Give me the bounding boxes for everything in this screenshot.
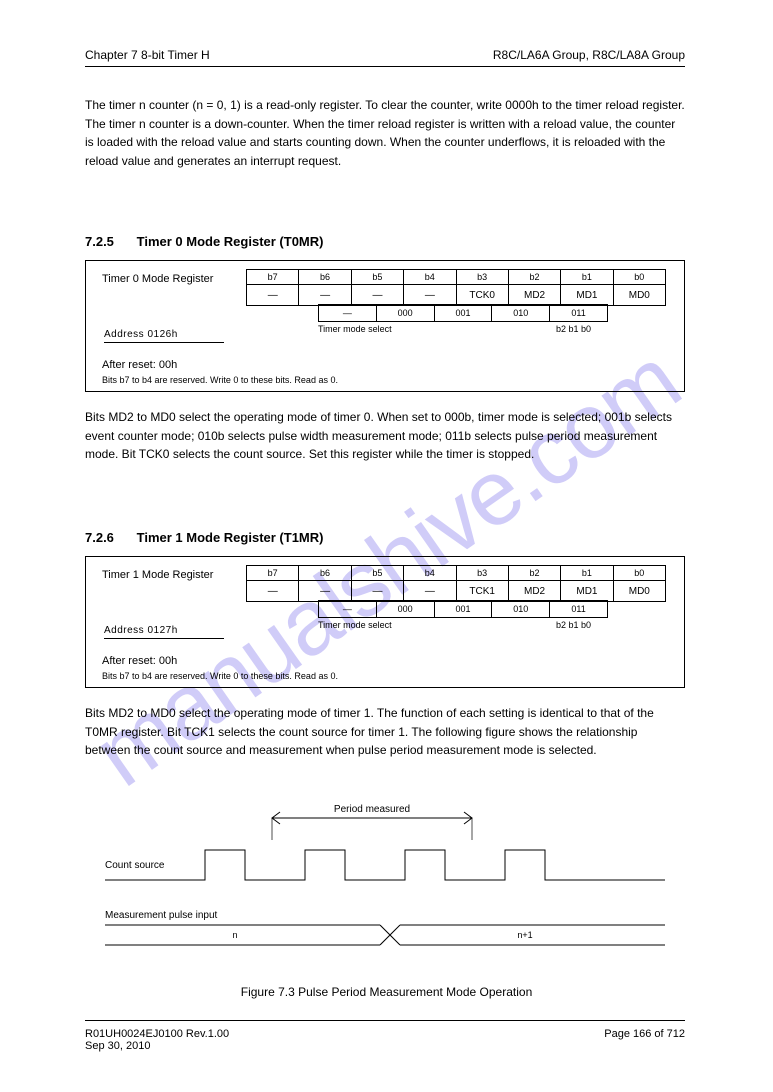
reg1-subcell: —: [319, 305, 377, 322]
reg1-subcell: 011: [550, 305, 608, 322]
section-heading-1: 7.2.5 Timer 0 Mode Register (T0MR): [85, 234, 323, 249]
paragraph-1: The timer n counter (n = 0, 1) is a read…: [85, 96, 685, 170]
reg2-cell: MD1: [561, 581, 613, 602]
reg2-cell: —: [299, 581, 351, 602]
reg1-bitlabel: b6: [299, 270, 351, 285]
footer-docnum: R01UH0024EJ0100 Rev.1.00: [85, 1028, 229, 1040]
reg2-bitlabel: b4: [404, 566, 456, 581]
reg2-subcell: 001: [434, 601, 492, 618]
reg2-address: Address 0127h: [104, 625, 224, 639]
reg1-bit-table: b7 b6 b5 b4 b3 b2 b1 b0 — — — — TCK0 MD2…: [246, 269, 666, 306]
timing-bus-right: n+1: [517, 930, 532, 940]
reg2-subcaption-l: Timer mode select: [318, 620, 392, 630]
reg1-cell: TCK0: [456, 285, 508, 306]
reg1-cell: MD0: [613, 285, 665, 306]
reg1-bitlabel: b5: [351, 270, 403, 285]
figure-caption: Figure 7.3 Pulse Period Measurement Mode…: [0, 985, 773, 999]
reg1-addr-value: Address 0126h: [104, 329, 224, 343]
reg2-subcell: 000: [376, 601, 434, 618]
reg2-bitlabel: b6: [299, 566, 351, 581]
reg2-cell: MD0: [613, 581, 665, 602]
reg1-bitlabel: b4: [404, 270, 456, 285]
paragraph-2: Bits MD2 to MD0 select the operating mod…: [85, 408, 685, 464]
reg1-subcaption-r: b2 b1 b0: [556, 324, 591, 334]
reg1-address: Address 0126h: [104, 329, 224, 343]
section-title-1: Timer 0 Mode Register (T0MR): [137, 234, 324, 249]
reg2-cell: MD2: [508, 581, 560, 602]
reg1-bitlabel: b1: [561, 270, 613, 285]
reg2-bit-table: b7 b6 b5 b4 b3 b2 b1 b0 — — — — TCK1 MD2…: [246, 565, 666, 602]
header-right: R8C/LA6A Group, R8C/LA8A Group: [493, 48, 685, 62]
reg2-name: Timer 1 Mode Register: [102, 569, 213, 581]
reg2-subcaption-r: b2 b1 b0: [556, 620, 591, 630]
paragraph-3: Bits MD2 to MD0 select the operating mod…: [85, 704, 685, 760]
reg2-subcell: —: [319, 601, 377, 618]
timing-label-input: Measurement pulse input: [105, 910, 218, 921]
section-title-2: Timer 1 Mode Register (T1MR): [137, 530, 324, 545]
reg2-bitlabel: b0: [613, 566, 665, 581]
reg2-note: Bits b7 to b4 are reserved. Write 0 to t…: [102, 671, 338, 681]
reg2-subcell: 011: [550, 601, 608, 618]
section-heading-2: 7.2.6 Timer 1 Mode Register (T1MR): [85, 530, 323, 545]
reg2-bitlabel: b5: [351, 566, 403, 581]
reg2-addr-value: Address 0127h: [104, 625, 224, 639]
reg1-cell: MD2: [508, 285, 560, 306]
reg2-reset: After reset: 00h: [102, 655, 177, 667]
reg2-sub-table: — 000 001 010 011: [318, 600, 608, 618]
reg2-subcell: 010: [492, 601, 550, 618]
reg2-bitlabel: b7: [247, 566, 299, 581]
reg1-bitlabel: b7: [247, 270, 299, 285]
reg2-bitlabel: b2: [508, 566, 560, 581]
register-box-2: Timer 1 Mode Register b7 b6 b5 b4 b3 b2 …: [85, 556, 685, 688]
footer-left: R01UH0024EJ0100 Rev.1.00 Sep 30, 2010: [85, 1028, 229, 1052]
register-box-1: Timer 0 Mode Register b7 b6 b5 b4 b3 b2 …: [85, 260, 685, 392]
reg1-subcell: 000: [376, 305, 434, 322]
reg1-subcell: 010: [492, 305, 550, 322]
section-num-2: 7.2.6: [85, 530, 133, 545]
section-num-1: 7.2.5: [85, 234, 133, 249]
reg1-cell: —: [404, 285, 456, 306]
footer-page: Page 166 of 712: [604, 1028, 685, 1040]
reg1-reset: After reset: 00h: [102, 359, 177, 371]
reg2-bitlabel: b3: [456, 566, 508, 581]
reg2-cell: —: [247, 581, 299, 602]
reg1-bitlabel: b3: [456, 270, 508, 285]
reg1-cell: —: [299, 285, 351, 306]
timing-label-period: Period measured: [334, 804, 410, 815]
timing-label-countsrc: Count source: [105, 860, 165, 871]
timing-bus-left: n: [232, 930, 237, 940]
reg1-cell: —: [247, 285, 299, 306]
footer-date: Sep 30, 2010: [85, 1040, 150, 1052]
reg1-cell: —: [351, 285, 403, 306]
rule-bottom: [85, 1020, 685, 1021]
header-product: R8C/LA6A Group, R8C/LA8A Group: [493, 48, 685, 62]
reg1-subcaption-l: Timer mode select: [318, 324, 392, 334]
reg2-cell: TCK1: [456, 581, 508, 602]
reg1-note: Bits b7 to b4 are reserved. Write 0 to t…: [102, 375, 338, 385]
reg1-sub-table: — 000 001 010 011: [318, 304, 608, 322]
reg1-bitlabel: b0: [613, 270, 665, 285]
reg1-bitlabel: b2: [508, 270, 560, 285]
reg2-bitlabel: b1: [561, 566, 613, 581]
reg2-cell: —: [351, 581, 403, 602]
rule-top: [85, 66, 685, 67]
reg1-subcell: 001: [434, 305, 492, 322]
header-left: Chapter 7 8-bit Timer H: [85, 48, 210, 62]
reg1-name: Timer 0 Mode Register: [102, 273, 213, 285]
timing-diagram: Period measured Count source Measurement…: [85, 800, 685, 980]
reg1-cell: MD1: [561, 285, 613, 306]
reg2-cell: —: [404, 581, 456, 602]
